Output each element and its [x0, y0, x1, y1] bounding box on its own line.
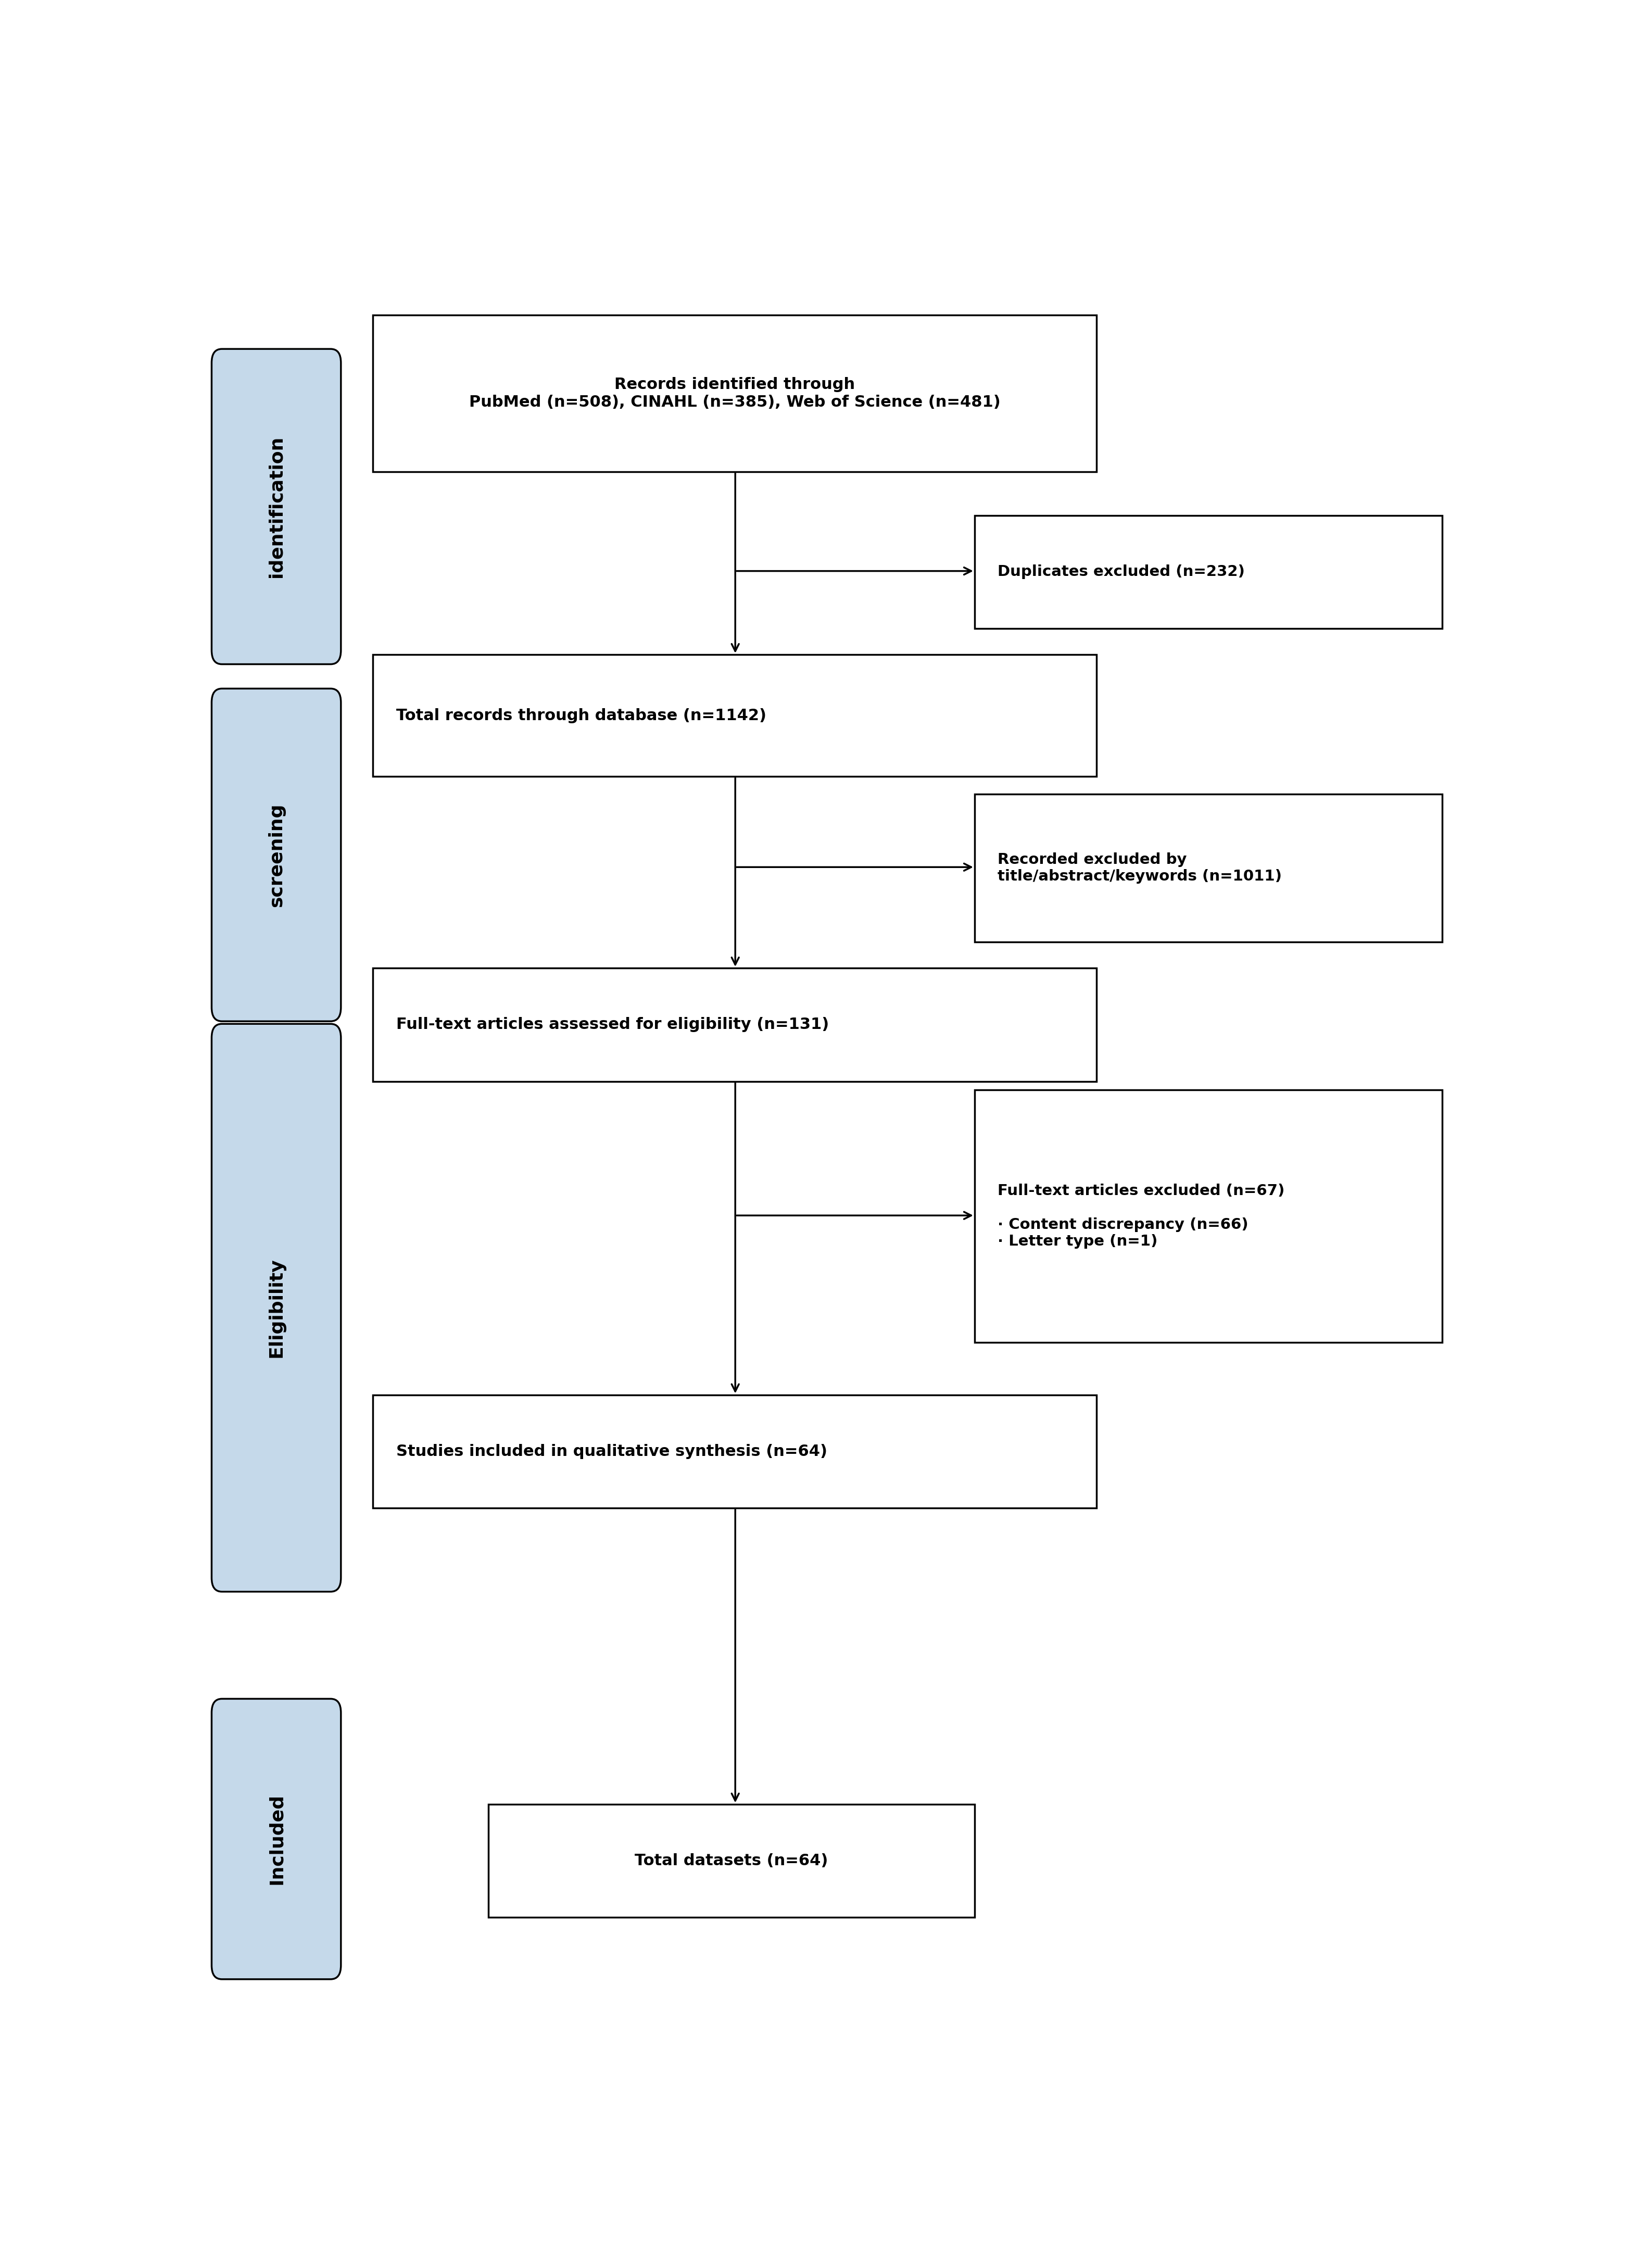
Text: Total datasets (n=64): Total datasets (n=64): [634, 1853, 828, 1868]
Text: Duplicates excluded (n=232): Duplicates excluded (n=232): [998, 566, 1246, 579]
Bar: [373, 654, 1097, 776]
Bar: [975, 516, 1442, 629]
Text: Records identified through
PubMed (n=508), CINAHL (n=385), Web of Science (n=481: Records identified through PubMed (n=508…: [469, 378, 1001, 409]
Text: Full-text articles excluded (n=67)

· Content discrepancy (n=66)
· Letter type (: Full-text articles excluded (n=67) · Con…: [998, 1183, 1285, 1249]
Bar: [373, 968, 1097, 1081]
Bar: [975, 794, 1442, 941]
Bar: [489, 1805, 975, 1918]
FancyBboxPatch shape: [211, 688, 340, 1020]
Text: Included: Included: [268, 1794, 286, 1884]
Bar: [975, 1090, 1442, 1344]
Text: Eligibility: Eligibility: [268, 1258, 286, 1357]
Text: identification: identification: [268, 437, 286, 577]
FancyBboxPatch shape: [211, 1025, 340, 1592]
Text: Total records through database (n=1142): Total records through database (n=1142): [396, 708, 767, 724]
Text: Full-text articles assessed for eligibility (n=131): Full-text articles assessed for eligibil…: [396, 1018, 829, 1031]
Bar: [373, 314, 1097, 473]
Text: Recorded excluded by
title/abstract/keywords (n=1011): Recorded excluded by title/abstract/keyw…: [998, 853, 1282, 884]
FancyBboxPatch shape: [211, 348, 340, 665]
Bar: [373, 1396, 1097, 1509]
Text: screening: screening: [268, 803, 286, 907]
FancyBboxPatch shape: [211, 1699, 340, 1979]
Text: Studies included in qualitative synthesis (n=64): Studies included in qualitative synthesi…: [396, 1443, 828, 1459]
